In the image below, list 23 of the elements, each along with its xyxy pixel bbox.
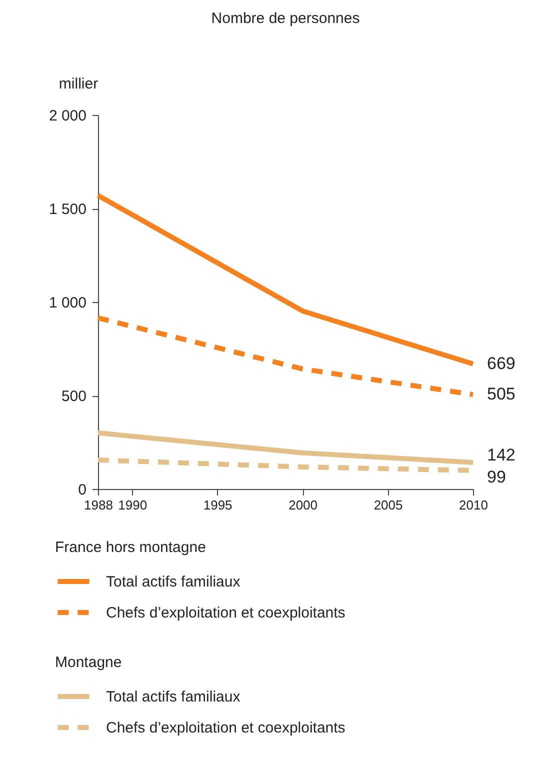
data-label: 669 — [487, 354, 516, 373]
x-tick-label: 1990 — [118, 498, 148, 512]
y-axis-title: millier — [58, 76, 98, 92]
y-tick-label: 500 — [61, 388, 86, 405]
legend-label: Chefs d’exploitation et coexploitants — [106, 604, 346, 622]
x-tick-label: 1995 — [203, 498, 232, 512]
x-tick-label: 1988 — [84, 498, 113, 512]
y-tick-label: 1 000 — [48, 294, 86, 312]
legend-label: Total actifs familiaux — [106, 688, 241, 706]
chart-title: Nombre de personnes — [211, 10, 360, 27]
data-label: 142 — [487, 445, 516, 464]
y-tick-label: 2 000 — [48, 108, 86, 124]
x-tick-label: 2010 — [459, 498, 488, 512]
legend-label: Total actifs familiaux — [106, 574, 241, 590]
y-tick-label: 0 — [78, 482, 86, 498]
legend-label: Chefs d’exploitation et coexploitants — [106, 720, 346, 736]
x-tick-label: 2000 — [288, 498, 318, 512]
data-label: 505 — [487, 384, 516, 404]
text: Montagne — [55, 654, 122, 671]
text: France hors montagne — [55, 539, 206, 556]
y-tick-label: 1 500 — [48, 201, 86, 218]
x-tick-label: 2005 — [374, 498, 403, 512]
data-label: 99 — [487, 467, 506, 486]
